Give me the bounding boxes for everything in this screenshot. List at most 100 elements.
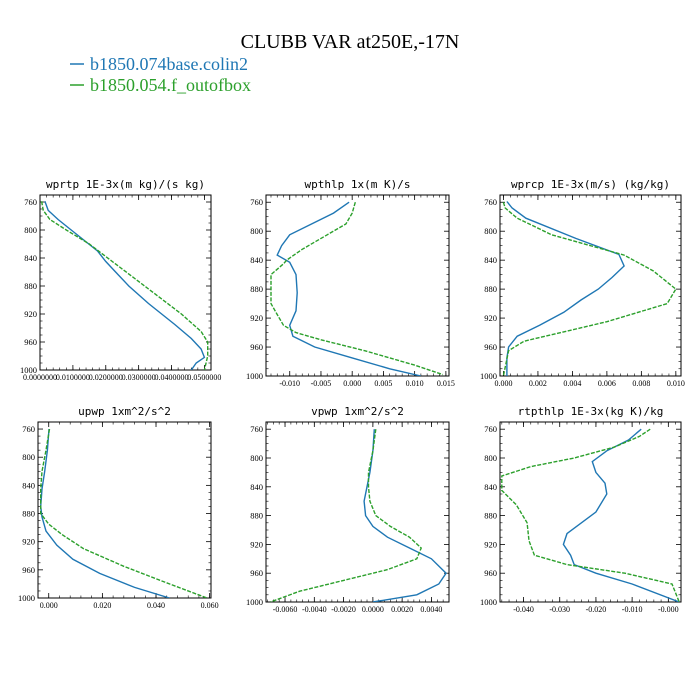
y-tick-label: 1000 bbox=[480, 597, 497, 607]
y-tick-label: 800 bbox=[250, 226, 263, 236]
x-tick-label: -0.010 bbox=[622, 605, 643, 614]
legend-label-2: b1850.054.f_outofbox bbox=[90, 75, 251, 95]
y-tick-label: 880 bbox=[24, 281, 37, 291]
x-tick-label: 0.015 bbox=[437, 379, 455, 388]
y-tick-label: 840 bbox=[484, 255, 497, 265]
y-tick-label: 760 bbox=[22, 424, 35, 434]
y-tick-label: 920 bbox=[250, 539, 263, 549]
y-tick-label: 1000 bbox=[18, 593, 35, 603]
y-tick-label: 960 bbox=[250, 568, 263, 578]
series-line-base-colin2 bbox=[363, 429, 448, 602]
panel-6: rtpthlp 1E-3x(kg K)/kg 760 800 840 880 920 960… bbox=[480, 405, 682, 614]
y-tick-label: 800 bbox=[484, 453, 497, 463]
x-tick-label: -0.000 bbox=[658, 605, 679, 614]
panel-3: wprcp 1E-3x(m/s) (kg/kg) 760 800 840 880 920 9… bbox=[480, 178, 685, 388]
series-line-f-outofbox bbox=[502, 201, 677, 376]
x-tick-label: 0.004 bbox=[563, 379, 581, 388]
y-tick-label: 760 bbox=[250, 424, 263, 434]
x-tick-label: 0.0100000 bbox=[56, 373, 90, 382]
x-tick-label: -0.005 bbox=[311, 379, 332, 388]
x-tick-label: 0.0500000 bbox=[187, 373, 221, 382]
y-tick-label: 1000 bbox=[246, 371, 263, 381]
y-tick-label: 800 bbox=[24, 225, 37, 235]
y-tick-label: 1000 bbox=[480, 371, 497, 381]
x-tick-label: 0.006 bbox=[598, 379, 616, 388]
x-tick-label: 0.060 bbox=[201, 601, 219, 610]
y-tick-label: 840 bbox=[250, 482, 263, 492]
x-tick-label: 0.0000000 bbox=[23, 373, 57, 382]
plot-frame bbox=[499, 421, 682, 603]
series-line-base-colin2 bbox=[39, 428, 170, 598]
x-tick-label: -0.010 bbox=[279, 379, 300, 388]
x-tick-label: 0.010 bbox=[406, 379, 424, 388]
y-tick-label: 920 bbox=[24, 309, 37, 319]
y-tick-label: 760 bbox=[484, 197, 497, 207]
series-line-f-outofbox bbox=[40, 201, 209, 370]
series-line-f-outofbox bbox=[270, 202, 444, 376]
series-line-base-colin2 bbox=[276, 201, 422, 376]
panel-title: wprcp 1E-3x(m/s) (kg/kg) bbox=[511, 178, 670, 191]
series-line-base-colin2 bbox=[506, 201, 625, 376]
plot-frame bbox=[265, 194, 450, 377]
figure-title: CLUBB VAR at250E,-17N bbox=[241, 31, 460, 53]
panel-4: upwp 1xm^2/s^2 760 800 840 880 920 960 1000 0.00… bbox=[18, 405, 219, 610]
x-tick-label: -0.020 bbox=[586, 605, 607, 614]
plot-frame bbox=[37, 421, 212, 599]
panel-title: wpthlp 1x(m K)/s bbox=[305, 178, 411, 191]
y-tick-label: 840 bbox=[24, 253, 37, 263]
x-tick-label: -0.0040 bbox=[302, 605, 327, 614]
x-tick-label: -0.0020 bbox=[331, 605, 356, 614]
y-tick-label: 960 bbox=[22, 565, 35, 575]
x-tick-label: 0.0300000 bbox=[122, 373, 156, 382]
y-tick-label: 880 bbox=[484, 284, 497, 294]
x-tick-label: 0.002 bbox=[529, 379, 547, 388]
x-tick-label: 0.040 bbox=[147, 601, 165, 610]
x-tick-label: 0.020 bbox=[93, 601, 111, 610]
plot-frame bbox=[265, 421, 450, 603]
x-tick-label: 0.005 bbox=[374, 379, 392, 388]
y-tick-label: 960 bbox=[484, 568, 497, 578]
x-tick-label: -0.0060 bbox=[273, 605, 298, 614]
x-tick-label: 0.000 bbox=[494, 379, 512, 388]
series-line-base-colin2 bbox=[562, 428, 680, 602]
y-tick-label: 880 bbox=[22, 509, 35, 519]
panel-title: upwp 1xm^2/s^2 bbox=[78, 405, 171, 418]
panel-5: vpwp 1xm^2/s^2 760 800 840 880 920 960 1000 -0.0… bbox=[246, 405, 450, 614]
y-tick-label: 920 bbox=[484, 539, 497, 549]
y-tick-label: 800 bbox=[22, 452, 35, 462]
y-tick-label: 960 bbox=[250, 342, 263, 352]
x-tick-label: 0.0040 bbox=[420, 605, 442, 614]
x-tick-label: 0.0200000 bbox=[89, 373, 123, 382]
y-tick-label: 880 bbox=[484, 511, 497, 521]
panel-title: rtpthlp 1E-3x(kg K)/kg bbox=[518, 405, 664, 418]
panel-title: wprtp 1E-3x(m kg)/(s kg) bbox=[46, 178, 205, 191]
x-tick-label: -0.030 bbox=[549, 605, 570, 614]
x-tick-label: 0.010 bbox=[667, 379, 685, 388]
y-tick-label: 1000 bbox=[246, 597, 263, 607]
y-tick-label: 840 bbox=[22, 480, 35, 490]
y-tick-label: 960 bbox=[24, 337, 37, 347]
y-tick-label: 760 bbox=[24, 197, 37, 207]
y-tick-label: 880 bbox=[250, 511, 263, 521]
legend-label-1: b1850.074base.colin2 bbox=[90, 54, 248, 74]
panel-1: wprtp 1E-3x(m kg)/(s kg) 760 800 840 880 920 9… bbox=[20, 178, 221, 382]
y-tick-label: 880 bbox=[250, 284, 263, 294]
x-tick-label: 0.000 bbox=[343, 379, 361, 388]
y-tick-label: 920 bbox=[250, 313, 263, 323]
x-tick-label: 0.008 bbox=[632, 379, 650, 388]
panel-2: wpthlp 1x(m K)/s 760 800 840 880 920 960 1000 -0… bbox=[246, 178, 455, 388]
series-line-f-outofbox bbox=[270, 429, 423, 602]
y-tick-label: 840 bbox=[250, 255, 263, 265]
y-tick-label: 800 bbox=[250, 453, 263, 463]
y-tick-label: 840 bbox=[484, 482, 497, 492]
x-tick-label: 0.0400000 bbox=[155, 373, 189, 382]
y-tick-label: 960 bbox=[484, 342, 497, 352]
y-tick-label: 1000 bbox=[20, 365, 37, 375]
series-line-f-outofbox bbox=[40, 428, 208, 598]
legend: b1850.074base.colin2 b1850.054.f_outofbo… bbox=[70, 54, 251, 95]
panel-title: vpwp 1xm^2/s^2 bbox=[311, 405, 404, 418]
x-tick-label: -0.040 bbox=[513, 605, 534, 614]
x-tick-label: 0.0000 bbox=[362, 605, 384, 614]
x-tick-label: 0.0020 bbox=[391, 605, 413, 614]
